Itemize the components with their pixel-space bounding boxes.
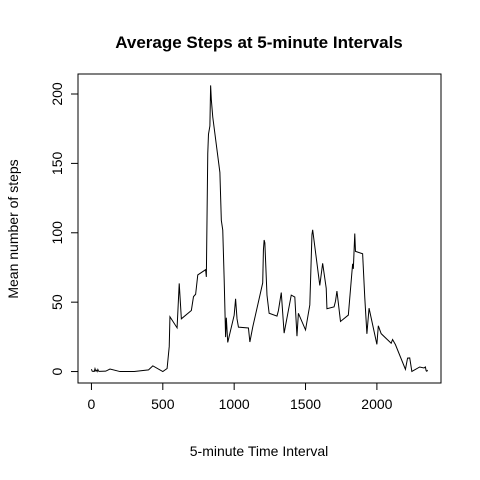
x-tick-label: 1500 <box>290 396 321 412</box>
y-axis-label: Mean number of steps <box>5 159 21 298</box>
x-axis-label: 5-minute Time Interval <box>190 443 329 459</box>
x-tick-label: 2000 <box>361 396 392 412</box>
x-tick-label: 0 <box>88 396 96 412</box>
chart-title: Average Steps at 5-minute Intervals <box>115 33 403 52</box>
y-tick-label: 150 <box>49 152 65 176</box>
y-tick-label: 50 <box>49 294 65 310</box>
y-tick-label: 100 <box>49 221 65 245</box>
x-tick-label: 1000 <box>219 396 250 412</box>
y-tick-label: 200 <box>49 82 65 106</box>
x-tick-label: 500 <box>151 396 175 412</box>
y-tick-label: 0 <box>49 367 65 375</box>
series-line <box>90 85 428 373</box>
